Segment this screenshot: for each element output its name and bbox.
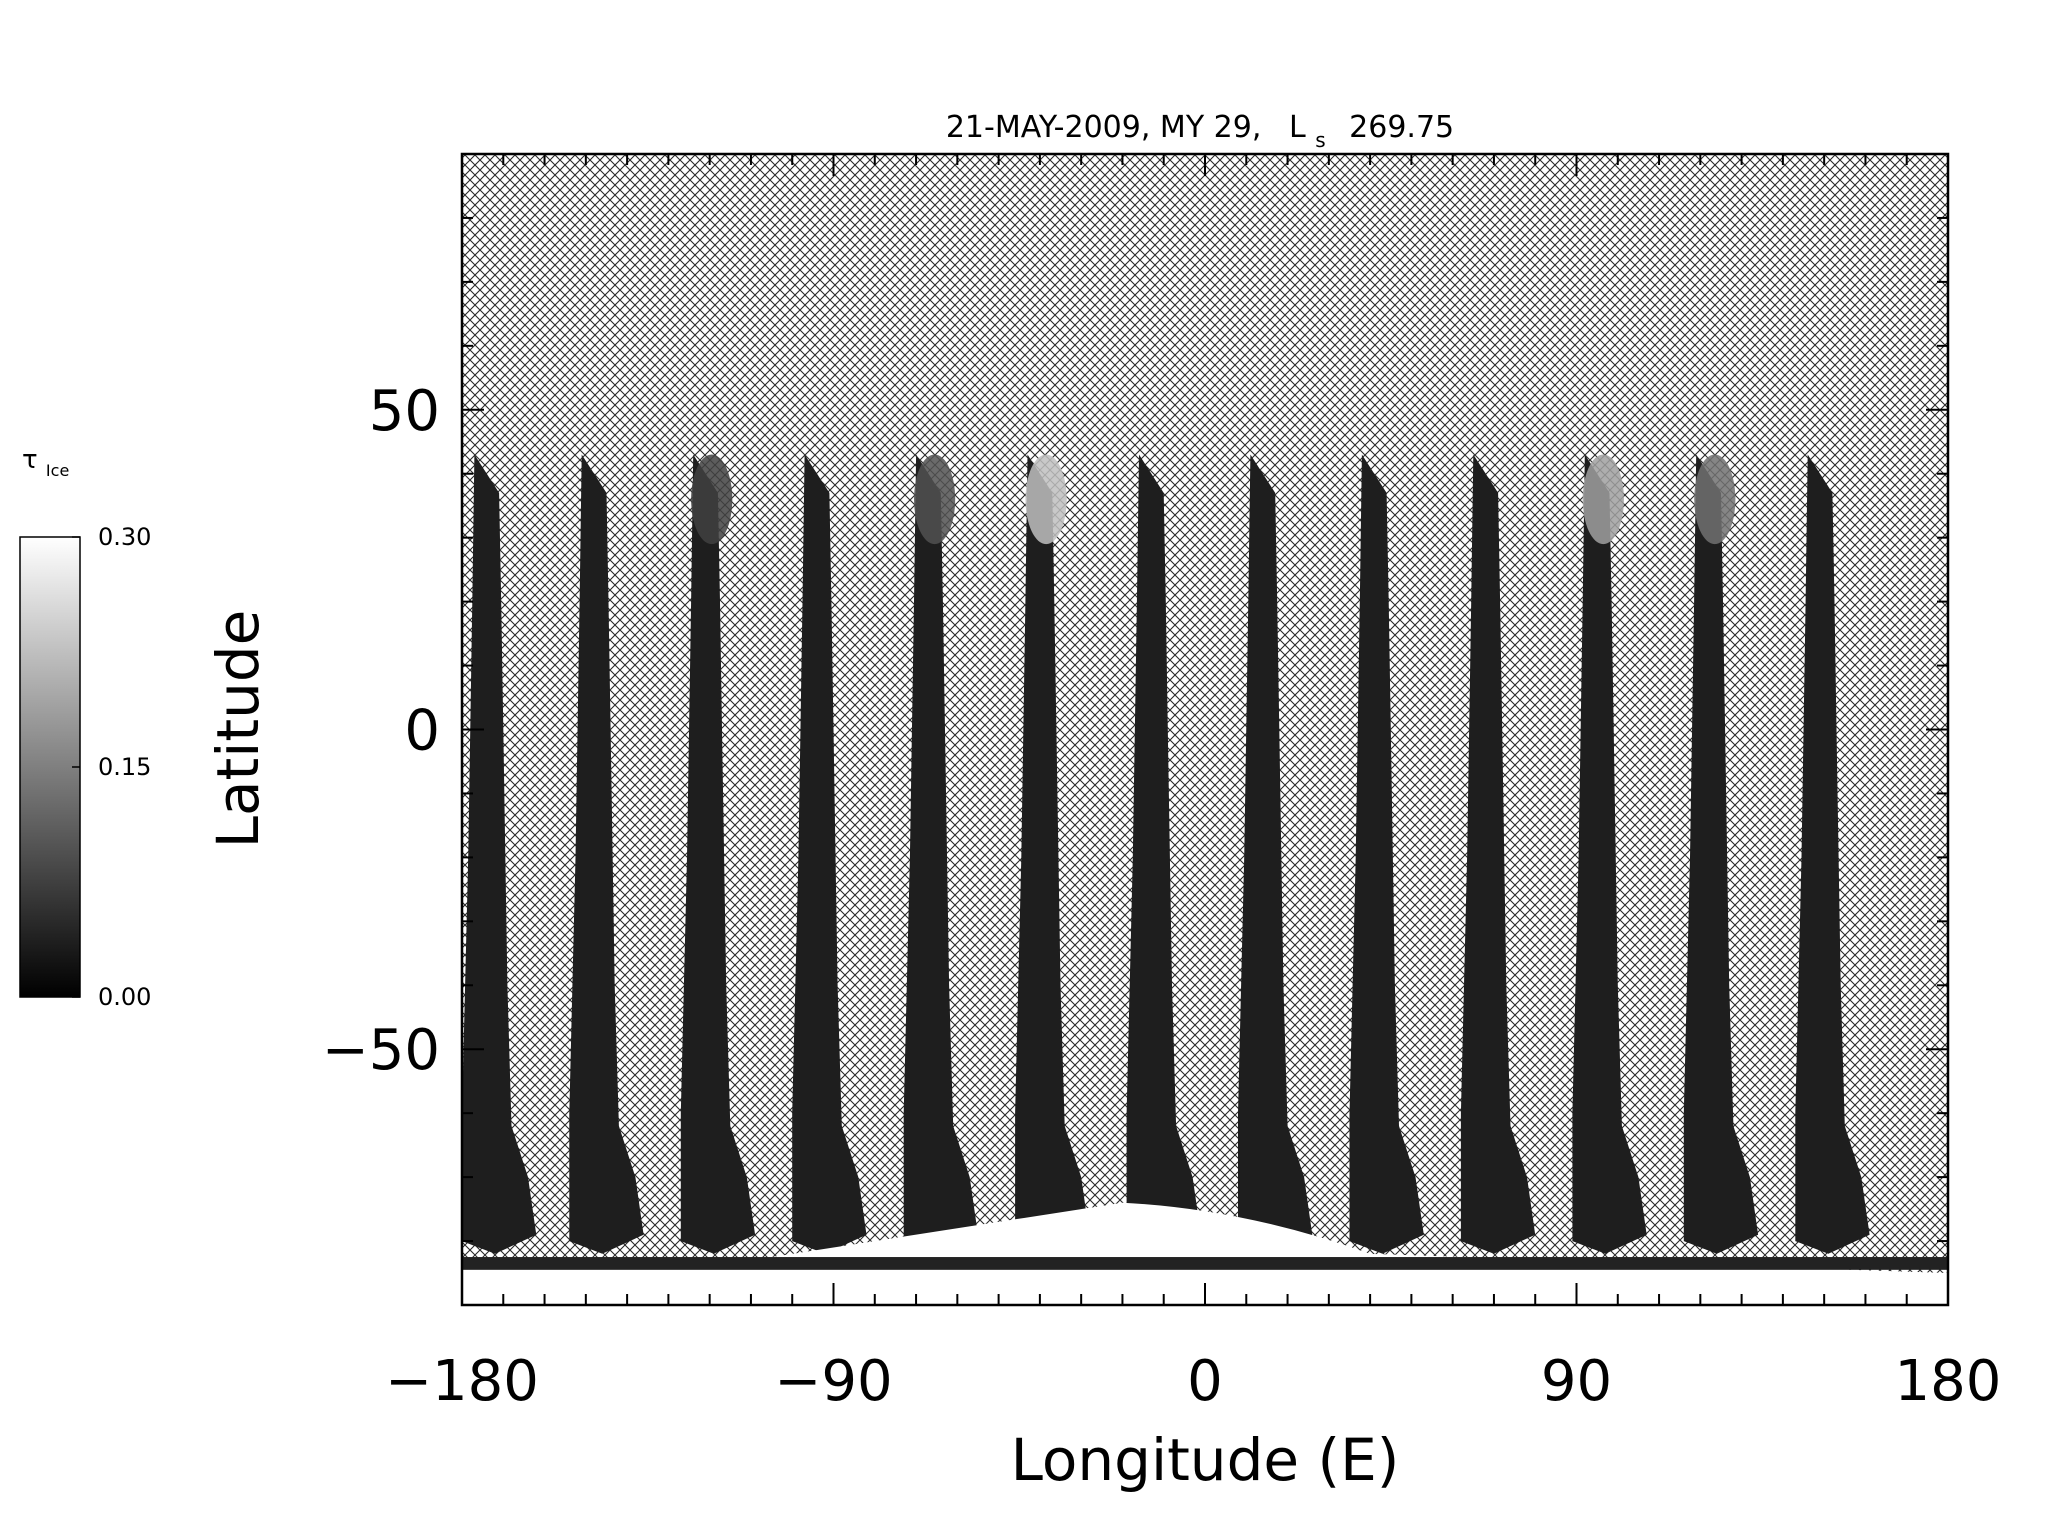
swath-13 (1795, 454, 1870, 1254)
swath-10 (1460, 454, 1536, 1254)
polar-dark-band (462, 1257, 1948, 1270)
ice-cloud-feature-12 (1694, 454, 1736, 545)
ice-cloud-feature-11 (1582, 454, 1624, 545)
swath-12 (1683, 454, 1759, 1254)
ice-cloud-feature-5 (914, 454, 956, 545)
y-tick-label: 0 (404, 699, 440, 764)
swath-9 (1349, 454, 1424, 1254)
swath-2 (569, 454, 644, 1254)
ice-cloud-feature-3 (691, 454, 733, 545)
x-tick-label: 0 (1187, 1349, 1223, 1414)
swath-5 (903, 454, 978, 1254)
colorbar-ticks: 0.30 0.15 0.00 (72, 523, 151, 1011)
ice-cloud-feature-6 (1025, 454, 1067, 545)
plot-area (460, 152, 1950, 1307)
y-tick-labels: 50 0 −50 (322, 379, 440, 1083)
x-tick-labels: −180 −90 0 90 180 (385, 1349, 2001, 1414)
y-tick-label: −50 (322, 1018, 440, 1083)
swath-3 (680, 454, 756, 1254)
x-axis-label: Longitude (E) (1011, 1426, 1400, 1494)
x-tick-label: 90 (1541, 1349, 1612, 1414)
colorbar-tick-label: 0.15 (98, 753, 151, 781)
x-tick-label: 180 (1895, 1349, 2002, 1414)
colorbar-tick-label: 0.00 (98, 983, 151, 1011)
south-polar-cap (462, 1202, 1948, 1305)
swath-1 (462, 454, 537, 1254)
x-tick-label: −90 (774, 1349, 892, 1414)
swath-6 (1015, 454, 1090, 1254)
swath-8 (1238, 454, 1313, 1254)
swath-layer (462, 454, 1870, 1254)
colorbar-label: τ Ice (22, 445, 69, 480)
tick-layer (461, 153, 1949, 1306)
swath-7 (1126, 454, 1201, 1254)
y-tick-label: 50 (369, 379, 440, 444)
y-axis-label: Latitude (204, 610, 272, 849)
colorbar: τ Ice 0.30 0.15 0.00 (19, 445, 151, 1011)
colorbar-tick-label: 0.30 (98, 523, 151, 551)
polar-cap-layer (462, 1202, 1948, 1305)
swath-4 (792, 454, 867, 1254)
chart-title: 21-MAY-2009, MY 29, L s 269.75 (946, 110, 1454, 155)
swath-11 (1572, 454, 1647, 1254)
colorbar-gradient (19, 536, 81, 998)
x-tick-label: −180 (385, 1349, 539, 1414)
